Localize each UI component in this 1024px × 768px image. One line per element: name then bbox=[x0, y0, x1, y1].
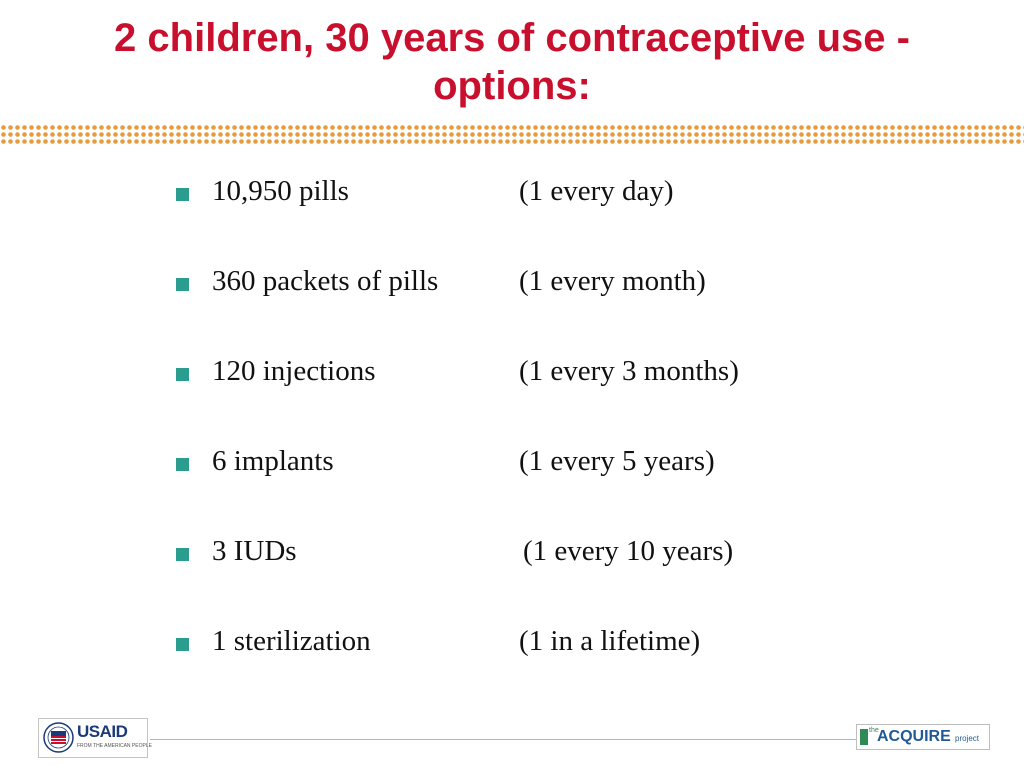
item-name: 6 implants bbox=[212, 445, 334, 477]
item-name: 360 packets of pills bbox=[212, 265, 439, 297]
item-frequency: (1 every 5 years) bbox=[519, 445, 715, 477]
acquire-mark-icon bbox=[860, 729, 868, 745]
usaid-seal-icon bbox=[43, 722, 74, 753]
acquire-project-logo: the ACQUIRE project bbox=[856, 724, 990, 750]
square-bullet-icon bbox=[176, 278, 189, 291]
acquire-logo-prefix: the bbox=[869, 727, 879, 734]
usaid-logo-name: USAID bbox=[77, 722, 128, 741]
item-frequency: (1 every 10 years) bbox=[523, 535, 734, 567]
item-name: 120 injections bbox=[212, 355, 376, 387]
usaid-logo-tagline: FROM THE AMERICAN PEOPLE bbox=[77, 743, 152, 749]
acquire-logo-suffix: project bbox=[955, 734, 980, 743]
square-bullet-icon bbox=[176, 458, 189, 471]
square-bullet-icon bbox=[176, 368, 189, 381]
item-name: 10,950 pills bbox=[212, 175, 349, 207]
item-frequency: (1 every day) bbox=[519, 175, 674, 207]
item-name: 3 IUDs bbox=[212, 535, 297, 567]
usaid-logo: USAID FROM THE AMERICAN PEOPLE bbox=[38, 718, 152, 758]
footer-divider bbox=[150, 739, 856, 740]
item-frequency: (1 in a lifetime) bbox=[519, 625, 701, 657]
square-bullet-icon bbox=[176, 638, 189, 651]
square-bullet-icon bbox=[176, 188, 189, 201]
square-bullet-icon bbox=[176, 548, 189, 561]
slide-title: 2 children, 30 years of contraceptive us… bbox=[114, 16, 910, 108]
item-frequency: (1 every month) bbox=[519, 265, 706, 297]
item-name: 1 sterilization bbox=[212, 625, 371, 657]
dotted-divider bbox=[0, 124, 1024, 145]
acquire-logo-name: ACQUIRE bbox=[877, 728, 951, 745]
item-frequency: (1 every 3 months) bbox=[519, 355, 739, 387]
